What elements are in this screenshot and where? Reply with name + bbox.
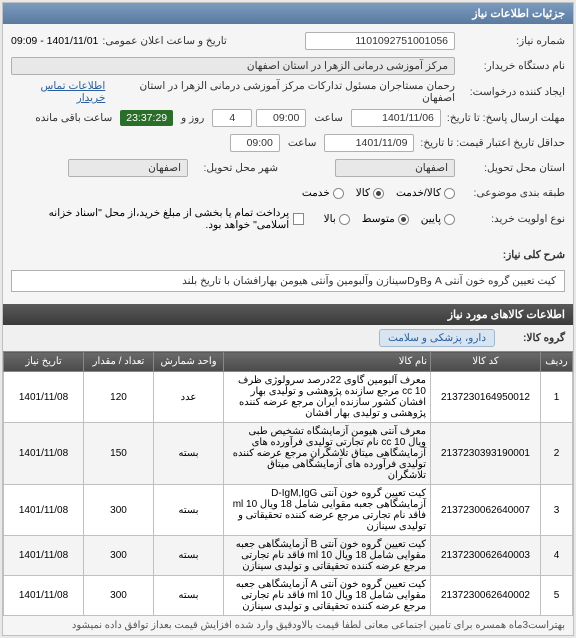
form-section: شماره نیاز: 1101092751001056 تاریخ و ساع…	[3, 24, 573, 240]
cell-qty: 300	[84, 536, 154, 576]
cell-date: 1401/11/08	[4, 372, 84, 423]
province-label: استان محل تحویل:	[455, 162, 565, 174]
countdown: 23:37:29	[120, 110, 173, 126]
deadline-label: مهلت ارسال پاسخ: تا تاریخ:	[441, 112, 565, 124]
days-value: 4	[212, 109, 252, 127]
cell-qty: 120	[84, 372, 154, 423]
subject-radio-group: کالا/خدمت کالا خدمت	[302, 187, 455, 199]
cell-code: 2137230393190001	[431, 423, 541, 485]
announce-label: تاریخ و ساعت اعلان عمومی:	[98, 35, 230, 47]
city-label: شهر محل تحویل:	[188, 162, 278, 174]
cell-code: 2137230062640002	[431, 576, 541, 616]
announce-value: 1401/11/01 - 09:09	[11, 35, 98, 47]
payment-checkbox[interactable]	[293, 213, 304, 225]
cell-name: کیت تعیین گروه خون آنتی B آزمایشگاهی جعب…	[224, 536, 431, 576]
table-row: 42137230062640003کیت تعیین گروه خون آنتی…	[4, 536, 573, 576]
need-no-label: شماره نیاز:	[455, 35, 565, 47]
buyer-value: مرکز آموزشی درمانی الزهرا در استان اصفها…	[11, 57, 455, 75]
desc-label: شرح کلی نیاز:	[455, 249, 565, 261]
validity-date: 1401/11/09	[324, 134, 414, 152]
th-name: نام کالا	[224, 352, 431, 372]
group-label: گروه کالا:	[495, 332, 565, 344]
radio-goods-service[interactable]: کالا/خدمت	[396, 187, 455, 199]
radio-low[interactable]: پایین	[421, 213, 455, 225]
deadline-date: 1401/11/06	[351, 109, 441, 127]
payment-note: پرداخت تمام یا بخشی از مبلغ خرید،از محل …	[11, 207, 289, 231]
radio-service[interactable]: خدمت	[302, 187, 344, 199]
need-details-panel: جزئیات اطلاعات نیاز شماره نیاز: 11010927…	[2, 2, 574, 636]
priority-label: نوع اولویت خرید:	[455, 213, 565, 225]
table-row: 32137230062640007کیت تعیین گروه خون آنتی…	[4, 485, 573, 536]
cell-date: 1401/11/08	[4, 485, 84, 536]
cell-date: 1401/11/08	[4, 536, 84, 576]
payment-note-wrap: پرداخت تمام یا بخشی از مبلغ خرید،از محل …	[11, 207, 304, 231]
creator-label: ایجاد کننده درخواست:	[455, 86, 565, 98]
cell-name: کیت تعیین گروه خون آنتی A آزمایشگاهی جعب…	[224, 576, 431, 616]
cell-row: 3	[541, 485, 573, 536]
radio-goods[interactable]: کالا	[356, 187, 384, 199]
table-row: 22137230393190001معرف آنتی هیومن آزمایشگ…	[4, 423, 573, 485]
cell-row: 2	[541, 423, 573, 485]
cell-qty: 150	[84, 423, 154, 485]
time-label-1: ساعت	[310, 112, 347, 124]
goods-table: ردیف کد کالا نام کالا واحد شمارش تعداد /…	[3, 351, 573, 616]
cell-row: 1	[541, 372, 573, 423]
cell-code: 2137230062640003	[431, 536, 541, 576]
cell-unit: بسته	[154, 576, 224, 616]
goods-header: اطلاعات کالاهای مورد نیاز	[3, 304, 573, 325]
th-code: کد کالا	[431, 352, 541, 372]
radio-high[interactable]: بالا	[324, 213, 350, 225]
cell-code: 2137230164950012	[431, 372, 541, 423]
table-row: 12137230164950012معرف آلبومین گاوی 22درص…	[4, 372, 573, 423]
footer-note: بهتراست3ماه همسره برای تامین اجنماعی معا…	[3, 616, 573, 635]
cell-code: 2137230062640007	[431, 485, 541, 536]
cell-row: 5	[541, 576, 573, 616]
cell-name: معرف آلبومین گاوی 22درصد سرولوژی ظرف cc …	[224, 372, 431, 423]
cell-date: 1401/11/08	[4, 423, 84, 485]
desc-value: کیت تعیین گروه خون آنتی A وBوDسینازن وآل…	[11, 270, 565, 292]
cell-date: 1401/11/08	[4, 576, 84, 616]
days-label: روز و	[177, 112, 208, 124]
cell-qty: 300	[84, 485, 154, 536]
contact-link[interactable]: اطلاعات تماس خریدار	[11, 80, 105, 104]
cell-unit: بسته	[154, 536, 224, 576]
category-row: گروه کالا: دارو، پزشکی و سلامت	[3, 325, 573, 351]
group-value[interactable]: دارو، پزشکی و سلامت	[379, 329, 495, 347]
cell-unit: بسته	[154, 485, 224, 536]
subject-label: طبقه بندی موضوعی:	[455, 187, 565, 199]
deadline-time: 09:00	[256, 109, 306, 127]
need-no-value: 1101092751001056	[305, 32, 455, 50]
city-value: اصفهان	[68, 159, 188, 177]
cell-name: معرف آنتی هیومن آزمایشگاه تشخیص طبی ویال…	[224, 423, 431, 485]
th-unit: واحد شمارش	[154, 352, 224, 372]
validity-time: 09:00	[230, 134, 280, 152]
th-qty: تعداد / مقدار	[84, 352, 154, 372]
priority-radio-group: پایین متوسط بالا	[324, 213, 455, 225]
buyer-label: نام دستگاه خریدار:	[455, 60, 565, 72]
radio-mid[interactable]: متوسط	[362, 213, 409, 225]
cell-unit: بسته	[154, 423, 224, 485]
cell-qty: 300	[84, 576, 154, 616]
cell-unit: عدد	[154, 372, 224, 423]
panel-title: جزئیات اطلاعات نیاز	[3, 3, 573, 24]
th-date: تاریخ نیاز	[4, 352, 84, 372]
cell-name: کیت تعیین گروه خون آنتی D-IgM,IgG آزمایش…	[224, 485, 431, 536]
time-label-2: ساعت	[284, 137, 321, 149]
cell-row: 4	[541, 536, 573, 576]
validity-label: حداقل تاریخ اعتبار قیمت: تا تاریخ:	[414, 137, 565, 149]
creator-value: رحمان مستاجران مسئول تدارکات مرکز آموزشی…	[111, 80, 455, 104]
th-row: ردیف	[541, 352, 573, 372]
province-value: اصفهان	[335, 159, 455, 177]
table-row: 52137230062640002کیت تعیین گروه خون آنتی…	[4, 576, 573, 616]
remain-label: ساعت باقی مانده	[31, 112, 116, 124]
